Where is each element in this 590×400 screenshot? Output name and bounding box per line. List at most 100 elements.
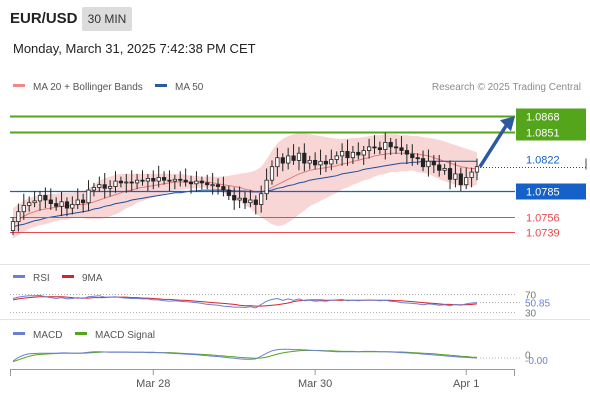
x-axis: Mar 28 Mar 30 Apr 1 xyxy=(10,369,515,390)
candle-up xyxy=(91,186,96,191)
candle-up xyxy=(464,177,469,186)
candle-down xyxy=(253,199,258,205)
level-value-label: 1.0868 xyxy=(526,112,560,124)
candle-up xyxy=(469,171,474,178)
legend-label: 9MA xyxy=(82,273,103,284)
candle-up xyxy=(361,150,366,156)
x-tick-label: Apr 1 xyxy=(453,378,479,390)
legend-swatch xyxy=(75,332,87,335)
candle-up xyxy=(108,186,113,189)
macd-signal-line xyxy=(12,350,478,363)
legend-label: MACD Signal xyxy=(95,330,155,341)
candle-up xyxy=(307,159,312,164)
candle-down xyxy=(415,157,420,160)
candle-up xyxy=(269,166,275,181)
candle-down xyxy=(410,153,415,159)
price-levels-layer: 1.0868 1.0851 1.0785 1.0756 1.0739 xyxy=(10,108,586,240)
candle-up xyxy=(329,159,334,165)
candle-down xyxy=(291,155,296,161)
candle-up xyxy=(59,201,64,207)
macd-value-label: -0.00 xyxy=(525,356,548,367)
candle-down xyxy=(167,179,172,182)
level-tag-resistance xyxy=(516,124,586,141)
candle-down xyxy=(161,177,167,181)
candle-down xyxy=(151,177,156,182)
candle-up xyxy=(10,221,16,232)
rsi-tick-label: 70 xyxy=(525,291,537,302)
candle-down xyxy=(226,189,231,196)
overlay-layer: 1.0822 xyxy=(478,116,587,170)
watermark-text: Research © 2025 Trading Central xyxy=(432,82,581,93)
rsi-value-label: 50.85 xyxy=(525,299,550,310)
candle-down xyxy=(178,178,183,181)
candle-down xyxy=(356,151,361,156)
candle-down xyxy=(54,203,59,207)
last-price-label: 1.0822 xyxy=(526,155,560,167)
candle-up xyxy=(383,141,388,150)
legend-swatch xyxy=(13,275,25,278)
candle-up xyxy=(210,184,215,187)
candle-down xyxy=(280,157,285,164)
candle-up xyxy=(426,160,431,168)
candle-up xyxy=(145,177,150,182)
candle-down xyxy=(183,179,188,183)
candle-up xyxy=(32,200,37,204)
candle-down xyxy=(215,184,221,187)
projection-arrow-head xyxy=(500,116,515,132)
level-value-label: 1.0851 xyxy=(526,128,560,140)
bollinger-band-area xyxy=(13,133,477,239)
candle-down xyxy=(64,201,70,209)
legend-label: MACD xyxy=(33,330,62,341)
candle-down xyxy=(302,152,307,164)
candle-down xyxy=(420,158,426,168)
candle-up xyxy=(339,150,345,157)
candle-down xyxy=(118,180,123,184)
legend-swatch xyxy=(13,84,25,87)
candle-down xyxy=(372,146,377,149)
candle-up xyxy=(318,160,323,166)
candle-up xyxy=(453,173,458,180)
x-tick-label: Mar 28 xyxy=(136,378,170,390)
candle-up xyxy=(366,146,372,151)
legend-swatch xyxy=(62,275,74,278)
candle-down xyxy=(188,181,194,185)
candle-up xyxy=(70,204,75,209)
level-value-label: 1.0756 xyxy=(526,213,560,225)
candle-down xyxy=(458,173,463,186)
candlestick-layer xyxy=(10,132,480,236)
candle-up xyxy=(37,195,43,202)
candle-up xyxy=(442,168,447,171)
candle-up xyxy=(134,179,140,184)
candle-down xyxy=(393,146,399,149)
candle-down xyxy=(199,180,204,184)
x-tick-label: Mar 30 xyxy=(298,378,332,390)
level-tag-pivot xyxy=(516,183,586,200)
candle-up xyxy=(97,184,102,188)
candle-down xyxy=(447,168,453,180)
candle-up xyxy=(156,177,161,182)
candle-down xyxy=(431,160,436,166)
candle-up xyxy=(259,193,264,205)
candle-down xyxy=(48,199,53,204)
timeframe-button[interactable]: 30 MIN xyxy=(82,7,132,31)
legend-swatch xyxy=(155,84,167,87)
legend-label: MA 20 + Bollinger Bands xyxy=(33,82,143,93)
candle-down xyxy=(129,181,134,184)
level-value-label: 1.0785 xyxy=(526,187,560,199)
candle-down xyxy=(404,150,410,155)
bollinger-bands-layer xyxy=(13,133,477,239)
candle-down xyxy=(81,199,86,204)
candle-down xyxy=(140,179,145,182)
rsi-tick-label: 30 xyxy=(525,309,537,320)
candle-up xyxy=(237,197,242,201)
candle-down xyxy=(102,184,107,189)
candle-down xyxy=(437,164,442,171)
macd-line xyxy=(12,348,478,362)
candle-up xyxy=(113,180,118,187)
level-tag-resistance xyxy=(516,108,586,125)
macd-tick-label: 0 xyxy=(525,351,531,362)
candle-up xyxy=(172,178,177,182)
candle-up xyxy=(286,155,291,164)
